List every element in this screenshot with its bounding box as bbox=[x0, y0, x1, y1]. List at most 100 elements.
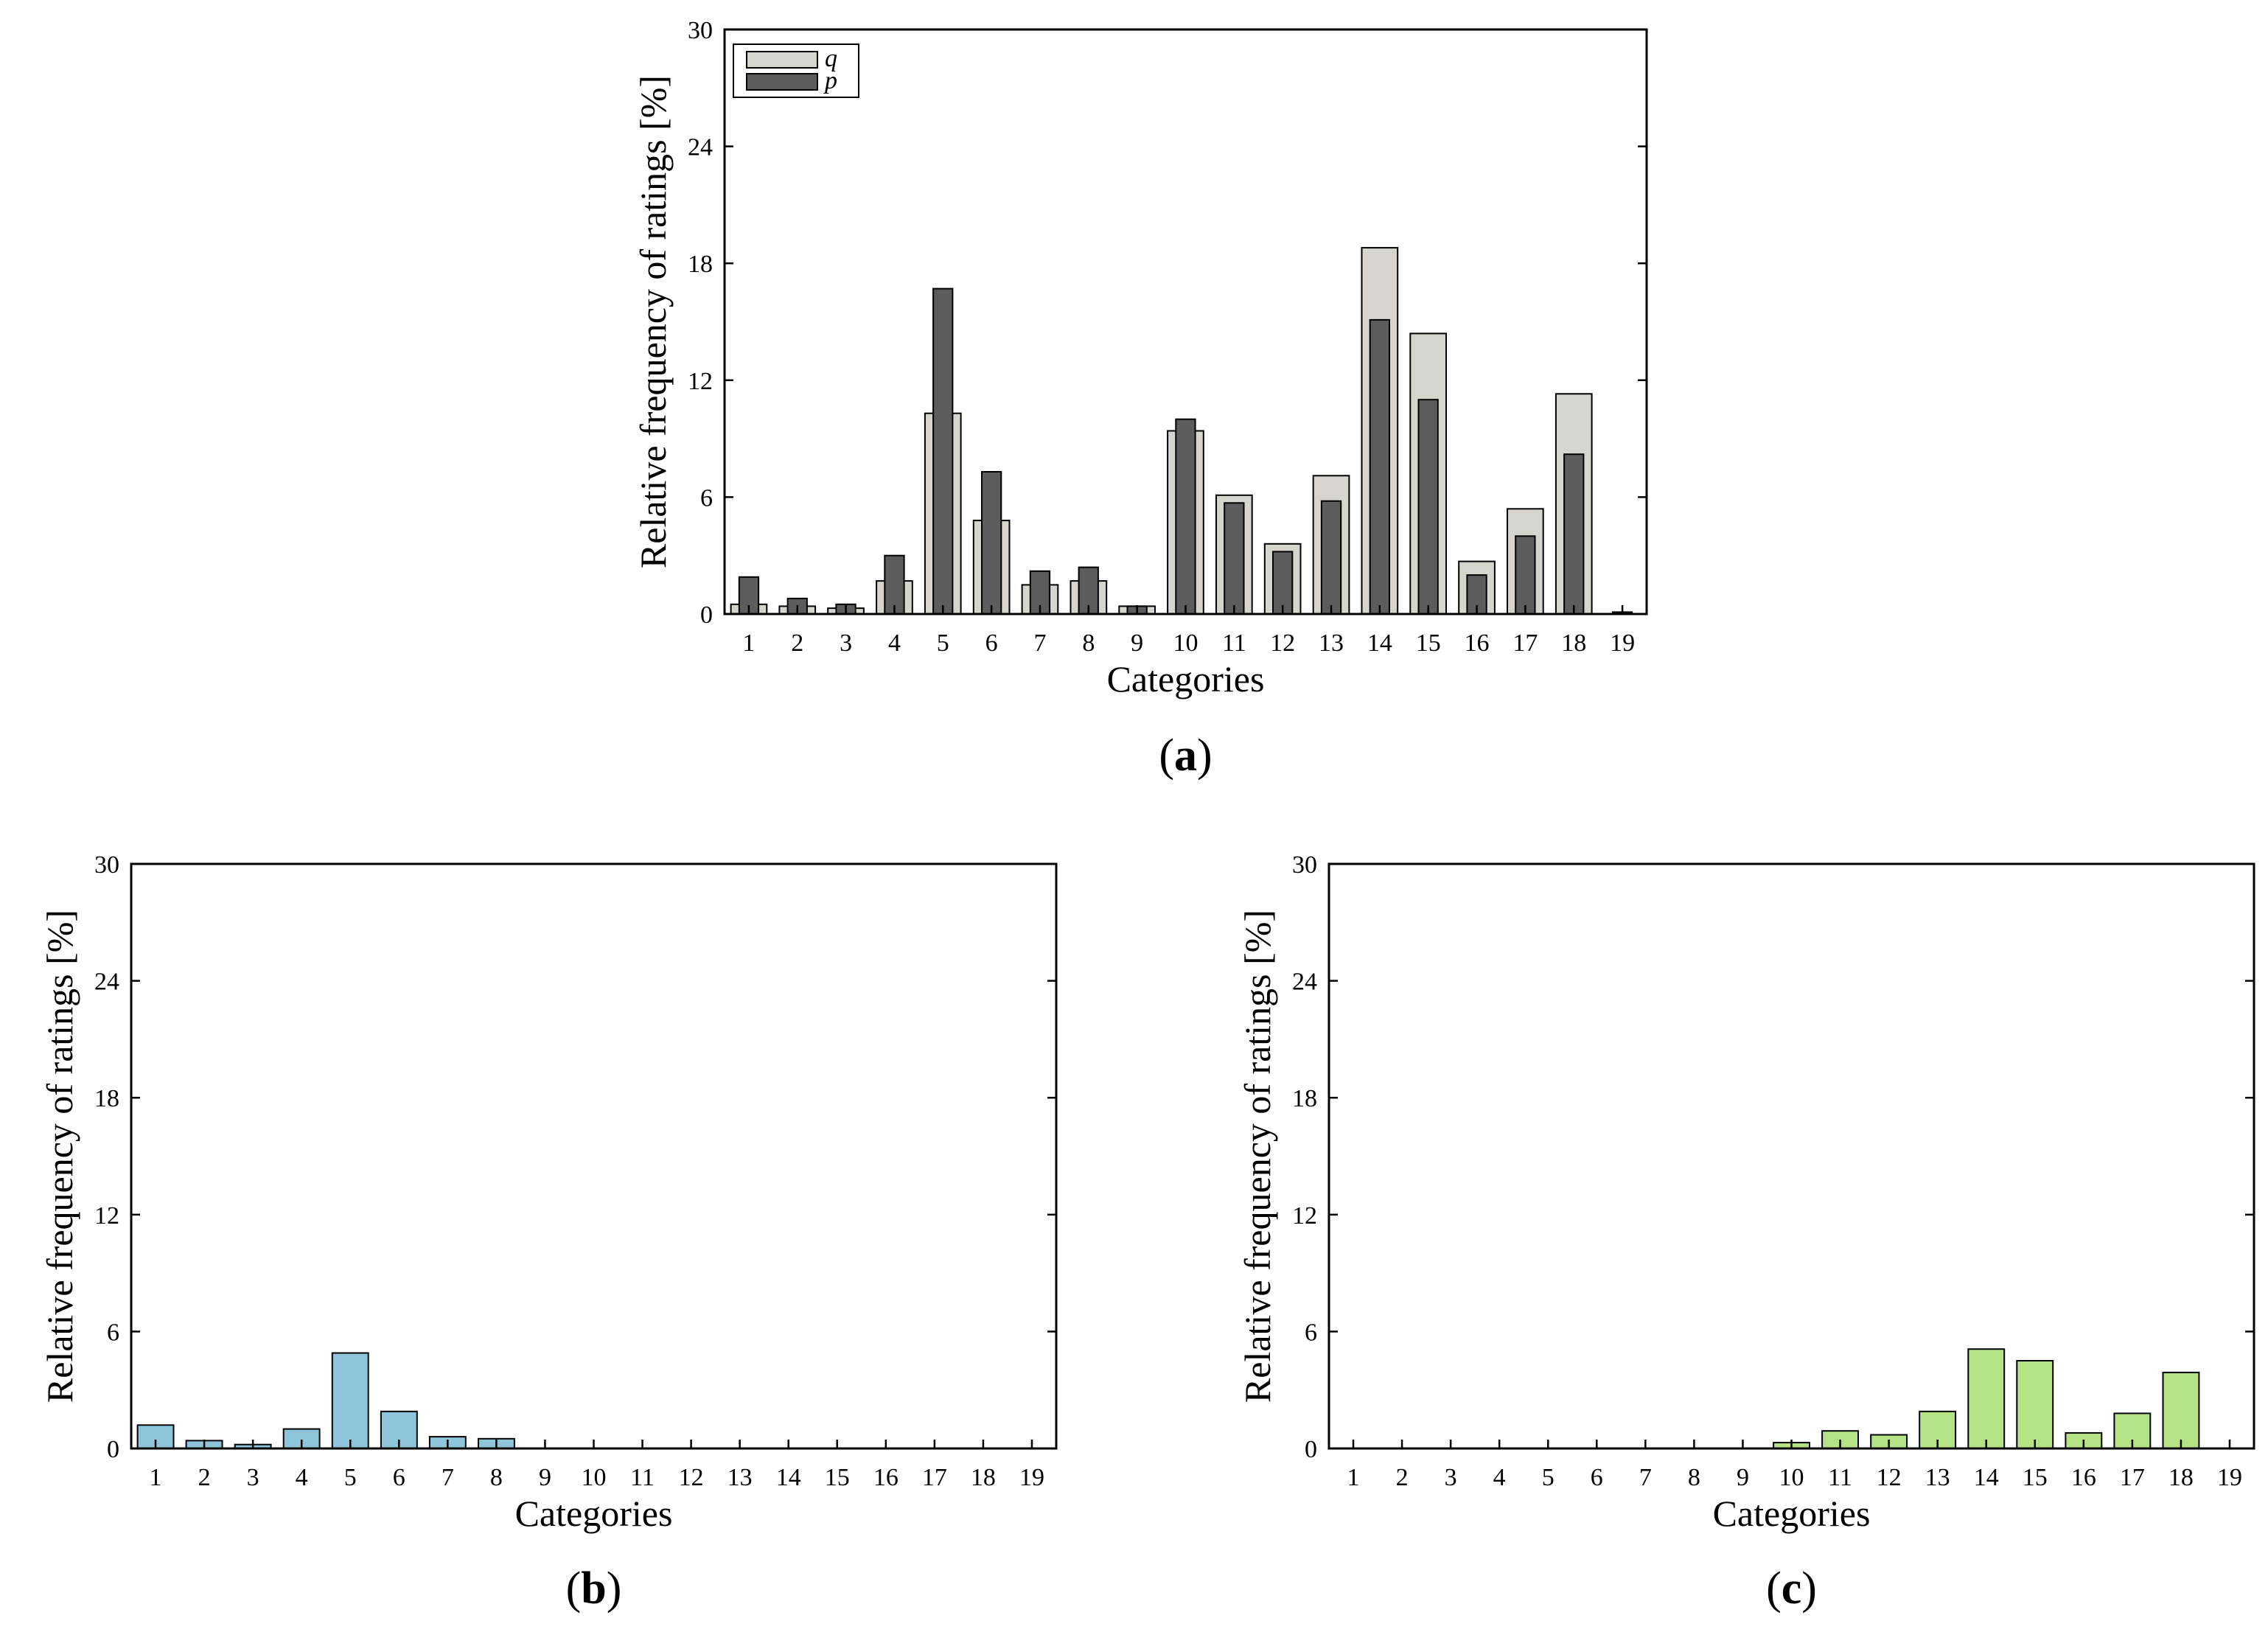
bar-a-p-17 bbox=[1515, 535, 1536, 615]
bar-a-p-11 bbox=[1224, 502, 1245, 615]
y-tick-label-a: 24 bbox=[688, 134, 713, 161]
x-tick-label-c: 17 bbox=[2120, 1464, 2145, 1491]
x-tick-label-a: 13 bbox=[1319, 630, 1344, 657]
x-tick-label-b: 17 bbox=[922, 1464, 947, 1491]
x-tick-label-b: 12 bbox=[679, 1464, 704, 1491]
y-tick-label-c: 24 bbox=[1292, 969, 1317, 996]
y-tick-label-c: 18 bbox=[1292, 1085, 1317, 1112]
x-tick-label-c: 4 bbox=[1493, 1464, 1506, 1491]
axes-frame-c bbox=[1327, 862, 2255, 1450]
axes-frame-b bbox=[130, 862, 1058, 1450]
bar-a-p-15 bbox=[1417, 399, 1439, 615]
x-tick-label-b: 16 bbox=[873, 1464, 899, 1491]
x-tick-label-c: 18 bbox=[2168, 1464, 2194, 1491]
x-tick-label-a: 1 bbox=[742, 630, 755, 657]
x-tick-label-a: 3 bbox=[840, 630, 852, 657]
bar-c-series-15 bbox=[2016, 1360, 2054, 1449]
x-tick-label-c: 14 bbox=[1974, 1464, 1999, 1491]
bar-b-series-4 bbox=[282, 1428, 321, 1449]
x-tick-label-b: 2 bbox=[198, 1464, 211, 1491]
x-tick-label-c: 5 bbox=[1542, 1464, 1555, 1491]
bar-a-p-13 bbox=[1320, 500, 1342, 615]
legend-label-q: q bbox=[825, 45, 837, 72]
x-tick-label-a: 16 bbox=[1465, 630, 1490, 657]
x-tick-label-a: 14 bbox=[1367, 630, 1392, 657]
x-tick-label-b: 4 bbox=[296, 1464, 308, 1491]
x-tick-label-a: 5 bbox=[937, 630, 949, 657]
x-tick-label-a: 10 bbox=[1173, 630, 1198, 657]
bar-a-p-10 bbox=[1175, 418, 1196, 615]
x-tick-label-a: 8 bbox=[1082, 630, 1095, 657]
y-tick-label-b: 30 bbox=[94, 851, 119, 879]
x-tick-label-a: 12 bbox=[1270, 630, 1295, 657]
x-tick-label-b: 15 bbox=[825, 1464, 850, 1491]
x-tick-label-c: 16 bbox=[2071, 1464, 2096, 1491]
x-tick-label-c: 1 bbox=[1347, 1464, 1360, 1491]
y-tick-label-a: 30 bbox=[688, 17, 713, 44]
x-tick-label-c: 8 bbox=[1688, 1464, 1700, 1491]
x-tick-label-b: 18 bbox=[971, 1464, 996, 1491]
legend-swatch-q bbox=[746, 51, 818, 69]
x-tick-label-b: 7 bbox=[442, 1464, 454, 1491]
panel-label-a: (a) bbox=[1159, 730, 1212, 781]
y-tick-label-c: 12 bbox=[1292, 1202, 1317, 1230]
y-tick-label-c: 30 bbox=[1292, 851, 1317, 879]
bar-a-p-18 bbox=[1563, 453, 1585, 615]
legend-swatch-p bbox=[746, 73, 818, 91]
x-tick-label-a: 9 bbox=[1131, 630, 1143, 657]
y-tick-label-b: 24 bbox=[94, 969, 119, 996]
x-tick-label-c: 3 bbox=[1445, 1464, 1457, 1491]
y-tick-label-a: 12 bbox=[688, 368, 713, 395]
x-tick-label-b: 5 bbox=[344, 1464, 357, 1491]
x-tick-label-a: 19 bbox=[1610, 630, 1635, 657]
y-tick-label-b: 12 bbox=[94, 1202, 119, 1230]
x-tick-label-c: 12 bbox=[1877, 1464, 1902, 1491]
bar-a-p-14 bbox=[1369, 318, 1390, 615]
panel-letter-a: a bbox=[1174, 730, 1197, 781]
x-tick-label-a: 4 bbox=[888, 630, 901, 657]
panel-label-c: (c) bbox=[1766, 1563, 1817, 1614]
x-tick-label-b: 13 bbox=[727, 1464, 753, 1491]
y-tick-label-b: 6 bbox=[107, 1319, 119, 1346]
panel-label-b: (b) bbox=[566, 1563, 622, 1614]
bar-b-series-6 bbox=[380, 1410, 418, 1450]
bar-a-p-1 bbox=[738, 576, 760, 615]
y-axis-label-b: Relative frequency of ratings [%] bbox=[39, 910, 80, 1403]
legend-label-p: p bbox=[823, 67, 837, 94]
bar-a-p-6 bbox=[981, 471, 1002, 615]
x-tick-label-c: 13 bbox=[1925, 1464, 1950, 1491]
x-tick-label-b: 11 bbox=[630, 1464, 655, 1491]
y-axis-label-c: Relative frequency of ratings [%] bbox=[1237, 910, 1278, 1403]
x-tick-label-a: 7 bbox=[1033, 630, 1046, 657]
bar-a-p-12 bbox=[1272, 551, 1294, 615]
x-tick-label-c: 9 bbox=[1737, 1464, 1749, 1491]
y-axis-label-a: Relative frequency of ratings [%] bbox=[632, 75, 674, 568]
x-tick-label-b: 3 bbox=[247, 1464, 259, 1491]
panel-letter-b: b bbox=[581, 1563, 606, 1614]
bar-b-series-5 bbox=[331, 1352, 369, 1449]
x-tick-label-b: 1 bbox=[150, 1464, 162, 1491]
x-axis-label-a: Categories bbox=[1107, 658, 1265, 700]
x-tick-label-a: 11 bbox=[1222, 630, 1246, 657]
x-tick-label-b: 6 bbox=[393, 1464, 405, 1491]
x-tick-label-a: 6 bbox=[985, 630, 998, 657]
legend-a: qp bbox=[733, 43, 859, 98]
bar-a-p-5 bbox=[932, 287, 954, 615]
x-tick-label-c: 11 bbox=[1828, 1464, 1852, 1491]
y-tick-label-b: 18 bbox=[94, 1085, 119, 1112]
x-axis-label-c: Categories bbox=[1713, 1493, 1871, 1534]
x-tick-label-c: 6 bbox=[1591, 1464, 1603, 1491]
panel-letter-c: c bbox=[1782, 1563, 1802, 1614]
x-tick-label-c: 2 bbox=[1396, 1464, 1409, 1491]
x-tick-label-c: 15 bbox=[2023, 1464, 2048, 1491]
x-tick-label-c: 19 bbox=[2217, 1464, 2242, 1491]
x-tick-label-a: 17 bbox=[1512, 630, 1538, 657]
y-tick-label-c: 0 bbox=[1305, 1436, 1317, 1463]
x-tick-label-b: 19 bbox=[1019, 1464, 1044, 1491]
y-tick-label-a: 6 bbox=[700, 484, 713, 512]
bar-c-series-14 bbox=[1967, 1348, 2006, 1449]
x-tick-label-b: 14 bbox=[776, 1464, 801, 1491]
x-tick-label-c: 7 bbox=[1639, 1464, 1652, 1491]
